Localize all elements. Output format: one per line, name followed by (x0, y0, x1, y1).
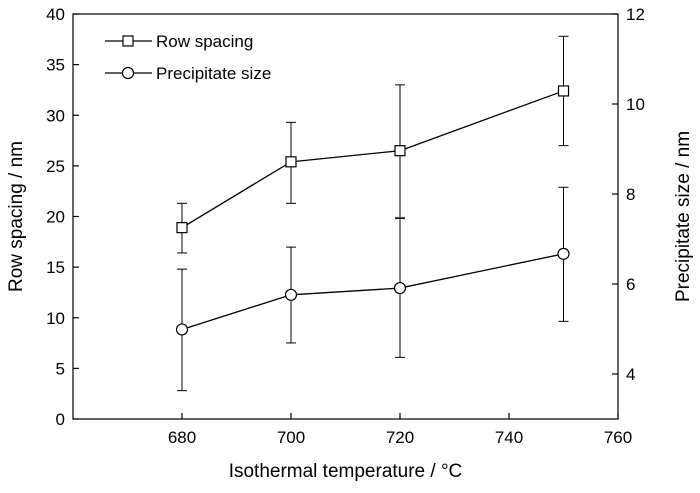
y-right-tick-label: 4 (626, 365, 635, 384)
series-row-spacing (176, 35, 570, 254)
legend-item-row-spacing: Row spacing (105, 32, 253, 51)
precipitate-size-point (175, 323, 189, 336)
legend-label: Row spacing (156, 32, 253, 51)
row-spacing-point (176, 222, 188, 234)
x-tick-label: 700 (277, 428, 305, 447)
plot-frame (72, 13, 619, 420)
precipitate-size-point (393, 281, 407, 295)
y-axis-left-label: Row spacing / nm (6, 141, 27, 292)
y-right-tick-label: 6 (626, 275, 635, 294)
y-left-tick-label: 20 (46, 208, 65, 227)
x-tick-label: 740 (495, 428, 523, 447)
y-left-tick-label: 10 (46, 309, 65, 328)
legend-marker (121, 66, 135, 80)
y-left-tick-label: 5 (56, 359, 65, 378)
x-tick-label: 680 (168, 428, 196, 447)
y-left-tick-label: 35 (46, 56, 65, 75)
y-left-tick-label: 0 (56, 410, 65, 429)
y-right-tick-label: 10 (626, 95, 645, 114)
legend-marker (122, 35, 134, 47)
y-left-tick-label: 15 (46, 258, 65, 277)
precipitate-size-point (284, 288, 298, 301)
series-layer (175, 35, 570, 392)
x-tick-label: 720 (386, 428, 414, 447)
series-precipitate-size (175, 186, 570, 392)
x-axis-label: Isothermal temperature / °C (229, 461, 463, 482)
legend: Row spacing Precipitate size (105, 32, 271, 83)
legend-item-precipitate-size: Precipitate size (105, 64, 271, 83)
y-axis-right-label: Precipitate size / nm (673, 131, 694, 302)
row-spacing-point (394, 145, 406, 157)
x-tick-label: 760 (604, 428, 632, 447)
y-left-tick-label: 40 (46, 5, 65, 24)
ticks-layer: 680 700 720 740 760 0 5 10 15 20 25 30 35 40 4 6 8 10 12 (46, 5, 645, 447)
y-left-tick-label: 30 (46, 106, 65, 125)
y-right-tick-label: 12 (626, 5, 645, 24)
row-spacing-point (557, 85, 570, 97)
legend-label: Precipitate size (156, 64, 271, 83)
precipitate-size-line (181, 253, 564, 331)
row-spacing-line (181, 90, 564, 229)
y-left-tick-label: 25 (46, 157, 65, 176)
precipitate-size-point (557, 247, 570, 260)
y-right-tick-label: 8 (626, 185, 635, 204)
row-spacing-point (285, 156, 297, 168)
